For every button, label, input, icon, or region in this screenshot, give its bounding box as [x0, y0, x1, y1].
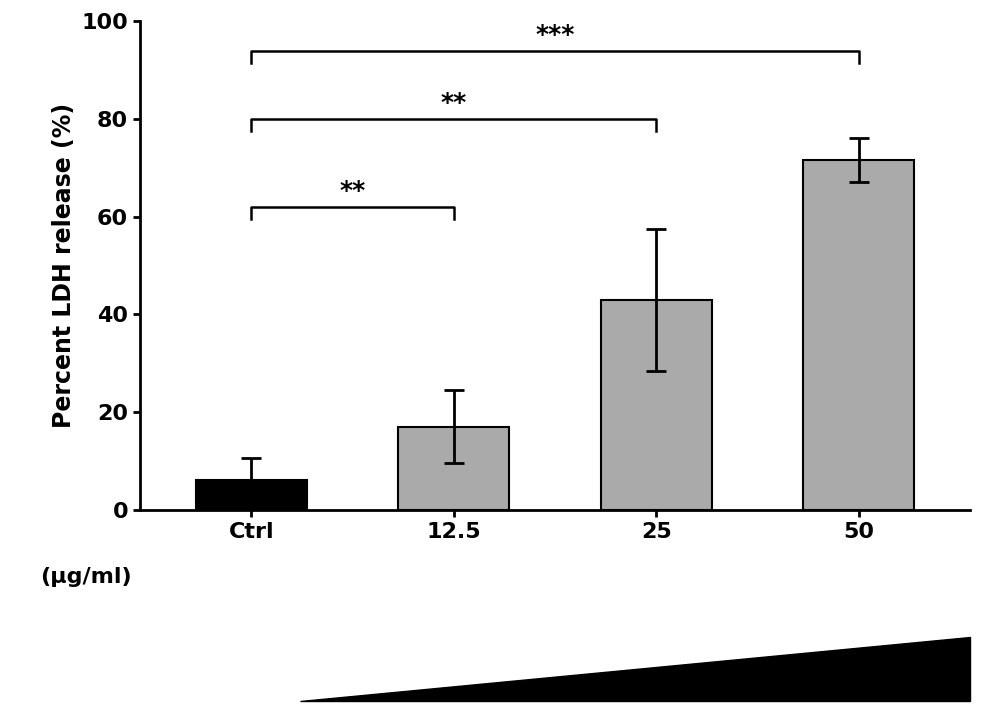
Bar: [803, 161, 914, 510]
Polygon shape: [300, 637, 970, 701]
Text: **: **: [441, 91, 467, 115]
Bar: [196, 481, 307, 510]
Bar: [601, 299, 712, 510]
Text: **: **: [339, 179, 366, 203]
Text: ***: ***: [535, 23, 575, 47]
Bar: [398, 427, 509, 510]
Y-axis label: Percent LDH release (%): Percent LDH release (%): [52, 103, 76, 428]
Text: (μg/ml): (μg/ml): [40, 567, 132, 587]
